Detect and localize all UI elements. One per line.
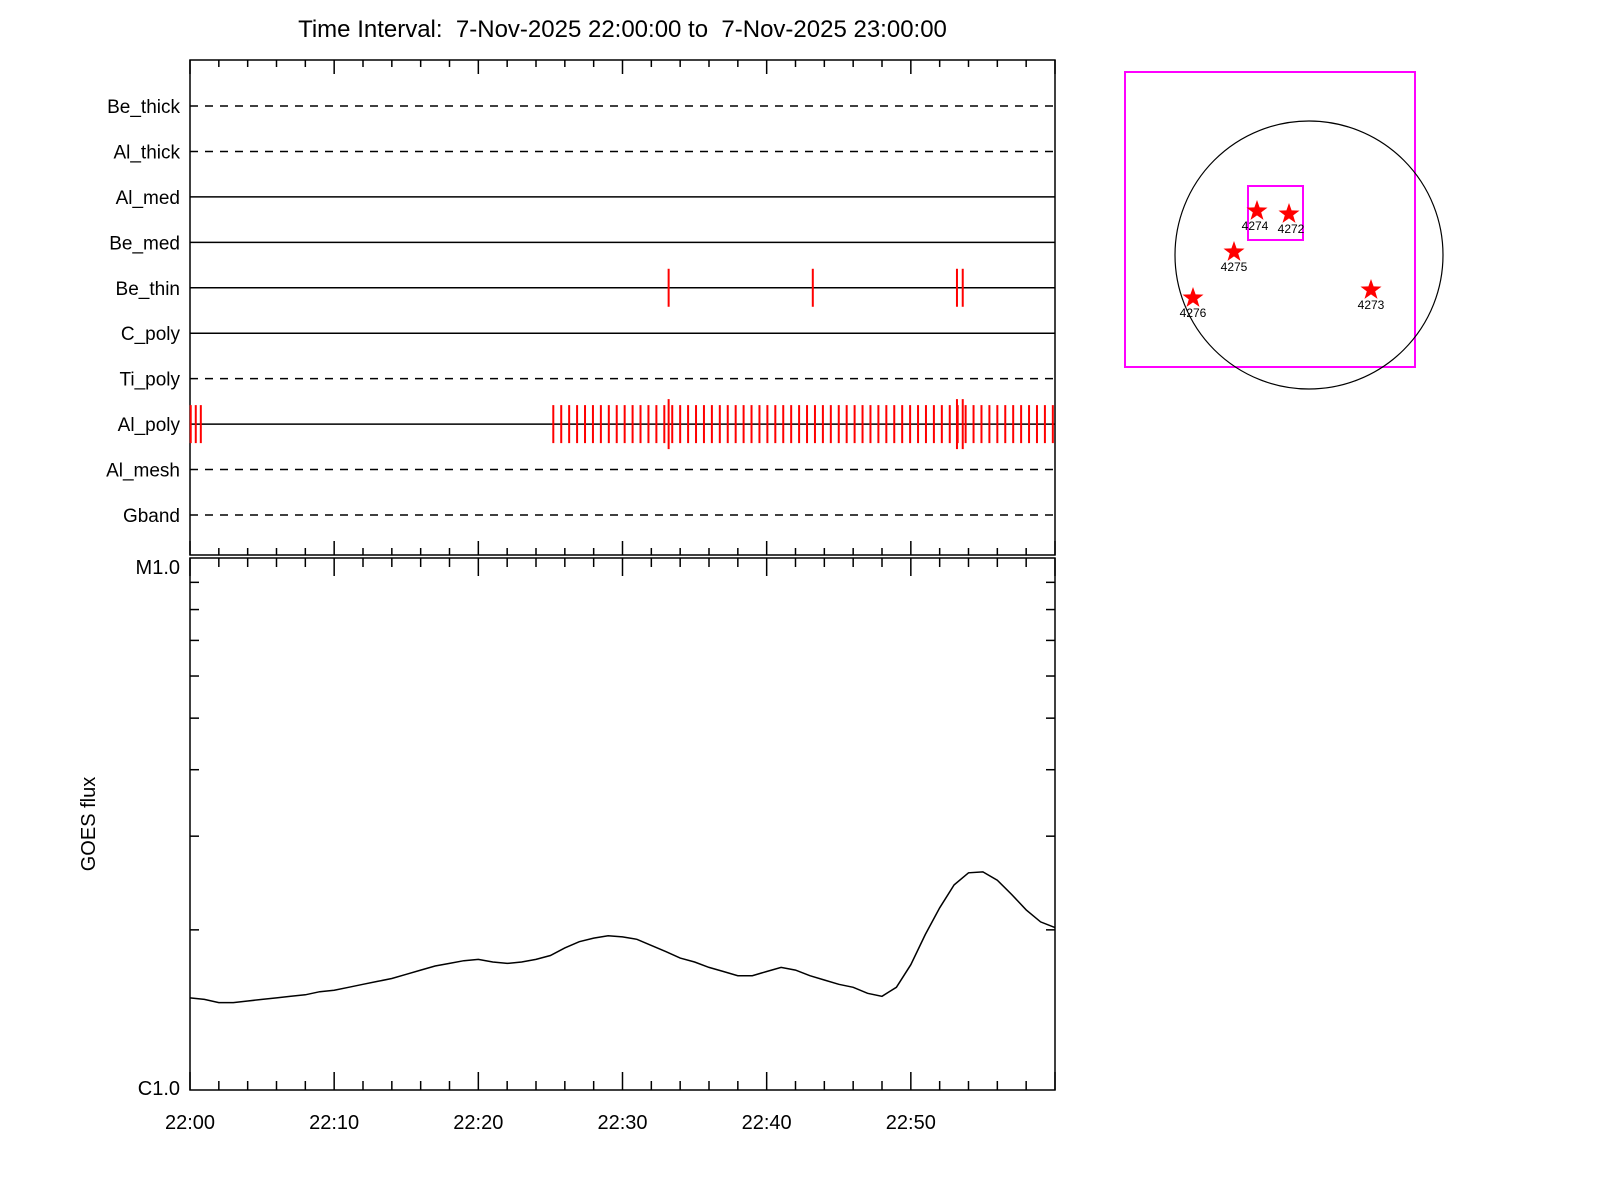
y-axis-title: GOES flux bbox=[78, 777, 100, 871]
filter-label: Al_thick bbox=[113, 142, 180, 163]
filter-label: Al_med bbox=[116, 188, 180, 209]
x-axis-tick-label: 22:50 bbox=[886, 1112, 936, 1134]
goes-panel-frame bbox=[189, 557, 1056, 1091]
x-axis-tick-label: 22:30 bbox=[597, 1112, 647, 1134]
active-region-label: 4275 bbox=[1221, 260, 1248, 274]
filter-label: Ti_poly bbox=[119, 370, 180, 391]
active-region-star bbox=[1246, 200, 1268, 220]
x-axis-tick-label: 22:20 bbox=[453, 1112, 503, 1134]
active-region-label: 4274 bbox=[1242, 219, 1269, 233]
active-region-label: 4276 bbox=[1180, 306, 1207, 320]
filter-label: C_poly bbox=[121, 324, 181, 345]
x-axis-tick-label: 22:10 bbox=[309, 1112, 359, 1134]
solar-limb bbox=[1174, 120, 1444, 390]
filter-label: Be_thin bbox=[116, 279, 180, 300]
filter-panel-frame bbox=[189, 59, 1056, 556]
active-region-star bbox=[1223, 241, 1245, 261]
goes-flux-curve bbox=[189, 871, 1056, 1004]
x-axis-tick-label: 22:00 bbox=[165, 1112, 215, 1134]
figure-title: Time Interval: 7-Nov-2025 22:00:00 to 7-… bbox=[298, 16, 947, 43]
active-region-label: 4273 bbox=[1358, 298, 1385, 312]
x-axis-tick-label: 22:40 bbox=[742, 1112, 792, 1134]
active-region-star bbox=[1278, 203, 1300, 223]
y-axis-bottom-label: C1.0 bbox=[138, 1078, 180, 1100]
filter-label: Be_thick bbox=[107, 97, 180, 118]
active-region-label: 4272 bbox=[1278, 222, 1305, 236]
filter-label: Be_med bbox=[109, 233, 180, 254]
filter-label: Al_poly bbox=[118, 415, 181, 436]
active-region-star bbox=[1360, 279, 1382, 299]
filter-label: Al_mesh bbox=[106, 461, 180, 482]
fov-box bbox=[1124, 71, 1416, 368]
y-axis-top-label: M1.0 bbox=[136, 557, 180, 579]
inner-fov-box bbox=[1247, 185, 1304, 241]
filter-label: Gband bbox=[123, 506, 180, 527]
active-region-star bbox=[1182, 287, 1204, 307]
